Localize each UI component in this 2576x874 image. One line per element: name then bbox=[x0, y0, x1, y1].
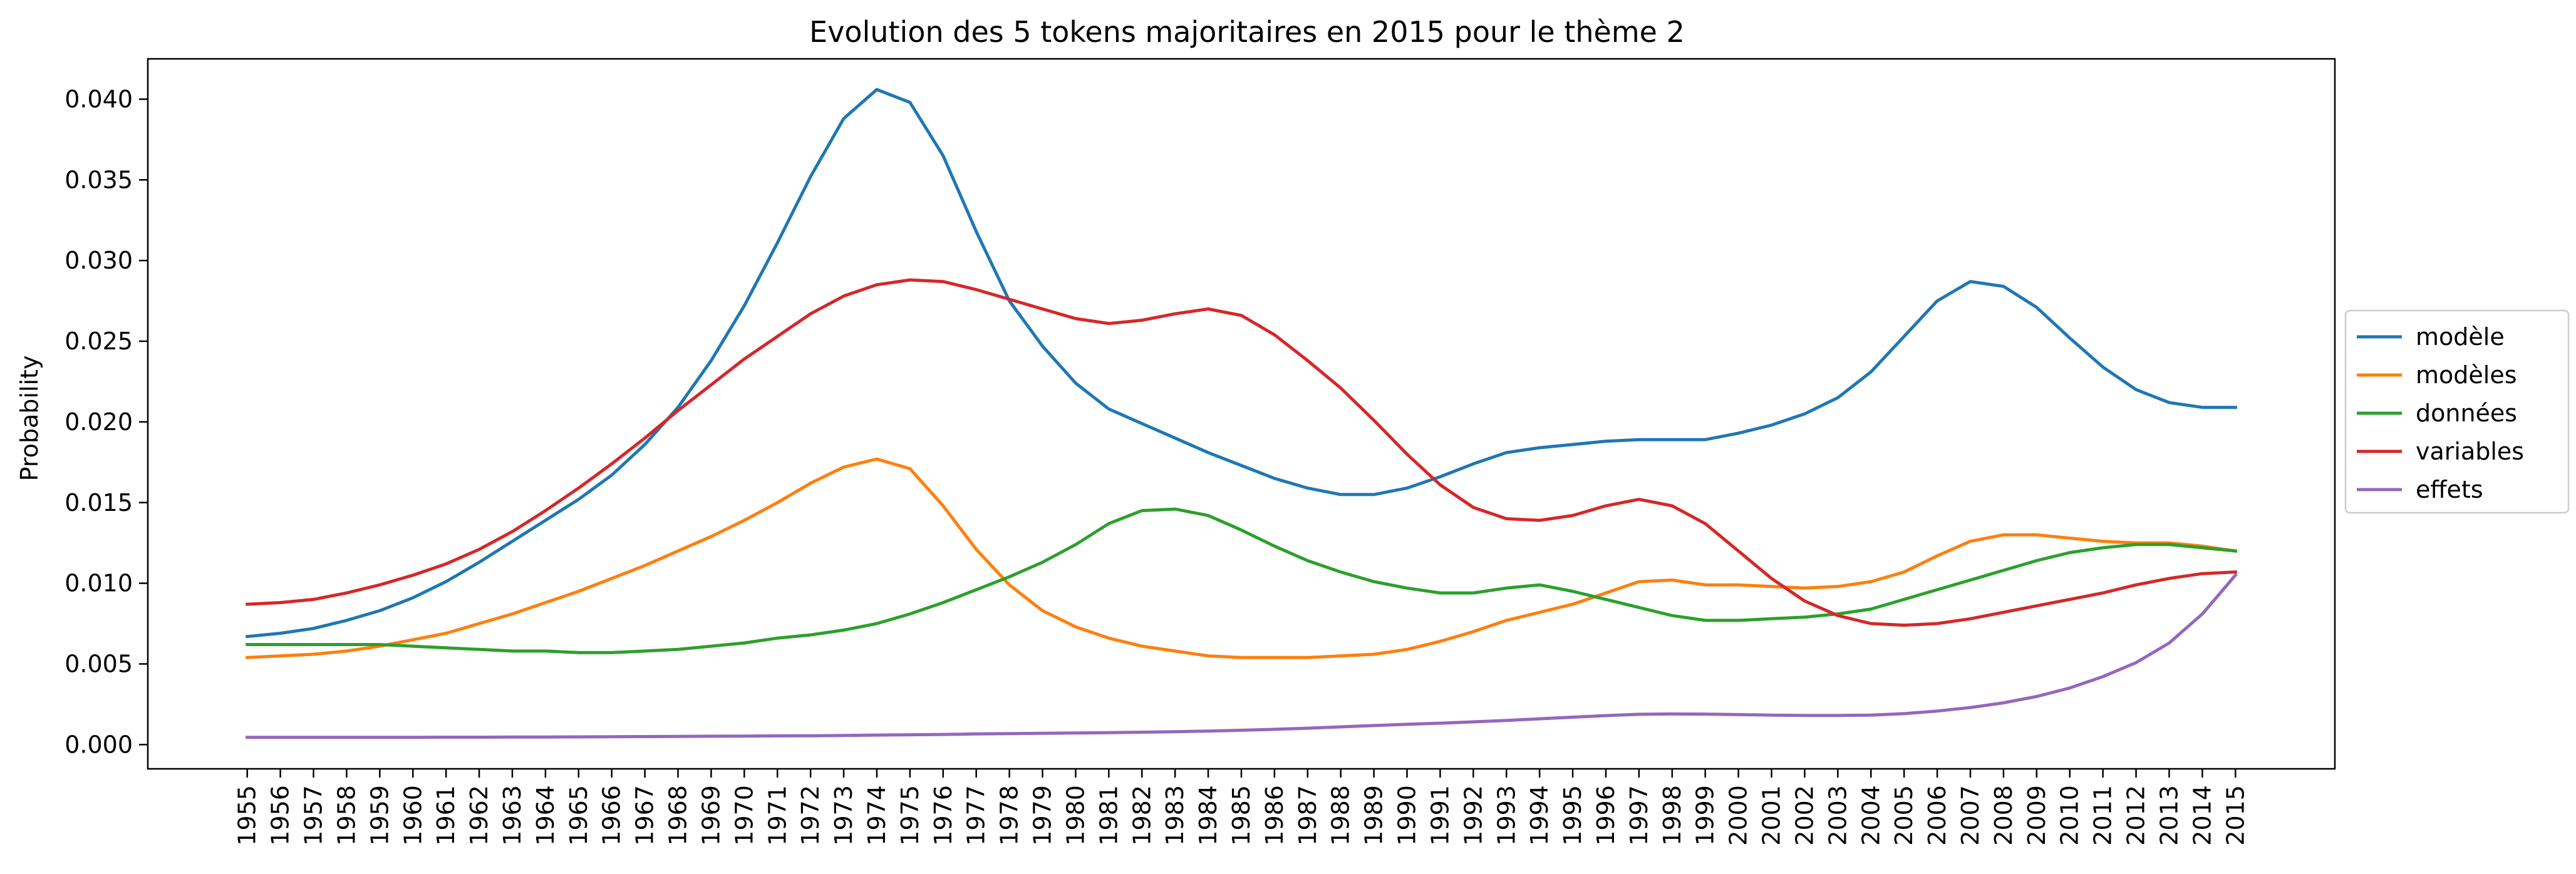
x-tick-label: 2013 bbox=[2156, 785, 2183, 846]
x-tick-label: 1959 bbox=[366, 785, 393, 846]
x-tick-label: 1976 bbox=[929, 785, 957, 846]
x-tick-label: 1990 bbox=[1394, 785, 1421, 846]
x-tick-label: 1979 bbox=[1029, 785, 1057, 846]
x-tick-label: 1973 bbox=[830, 785, 857, 846]
x-tick-label: 1963 bbox=[499, 785, 526, 846]
x-tick-label: 1962 bbox=[465, 785, 493, 846]
x-tick-label: 1984 bbox=[1194, 785, 1222, 846]
y-tick-label: 0.020 bbox=[65, 408, 133, 436]
series-line-2 bbox=[246, 507, 2238, 654]
y-tick-label: 0.005 bbox=[65, 650, 133, 677]
x-tick-label: 1996 bbox=[1592, 785, 1620, 846]
x-tick-label: 2011 bbox=[2089, 785, 2117, 846]
x-tick-label: 1958 bbox=[333, 785, 361, 846]
x-tick-label: 1978 bbox=[996, 785, 1023, 846]
x-tick-label: 1969 bbox=[698, 785, 725, 846]
x-tick-label: 1986 bbox=[1261, 785, 1288, 846]
x-tick-label: 2003 bbox=[1824, 785, 1851, 846]
series-line-3 bbox=[246, 278, 2237, 627]
x-tick-label: 1957 bbox=[300, 785, 328, 846]
y-tick-label: 0.010 bbox=[65, 570, 133, 597]
x-tick-label: 2014 bbox=[2188, 785, 2216, 846]
x-tick-label: 1998 bbox=[1658, 785, 1686, 846]
y-axis-label: Probability bbox=[16, 356, 43, 481]
x-tick-label: 2009 bbox=[2023, 785, 2051, 846]
legend: modèle modèles données variables effets bbox=[2344, 309, 2570, 514]
x-tick-label: 1970 bbox=[730, 785, 758, 846]
x-tick-label: 1967 bbox=[631, 785, 659, 846]
y-tick-label: 0.030 bbox=[65, 247, 133, 274]
y-tick-label: 0.040 bbox=[65, 85, 133, 113]
x-tick-label: 1985 bbox=[1228, 785, 1255, 846]
legend-label-1: modèles bbox=[2416, 361, 2517, 389]
legend-label-0: modèle bbox=[2416, 323, 2505, 351]
y-tick-label: 0.025 bbox=[65, 327, 133, 355]
x-tick-label: 1975 bbox=[896, 785, 924, 846]
x-tick-label: 2005 bbox=[1890, 785, 1918, 846]
x-tick-label: 1988 bbox=[1327, 785, 1355, 846]
x-tick-label: 1993 bbox=[1492, 785, 1520, 846]
x-tick-label: 2000 bbox=[1725, 785, 1752, 846]
plot-area: 0.000 0.005 0.010 0.015 0.020 0.025 0.030 0.035… bbox=[65, 58, 2336, 846]
series-line-0 bbox=[245, 88, 2237, 639]
x-tick-label: 1966 bbox=[598, 785, 626, 846]
x-tick-label: 1992 bbox=[1459, 785, 1487, 846]
x-tick-label: 1995 bbox=[1559, 785, 1586, 846]
x-tick-label: 1994 bbox=[1526, 785, 1553, 846]
x-tick-label: 1955 bbox=[234, 785, 261, 846]
x-tick-label: 1956 bbox=[267, 785, 294, 846]
x-tick-label: 1961 bbox=[432, 785, 460, 846]
y-tick-label: 0.000 bbox=[65, 731, 133, 758]
x-tick-label: 1964 bbox=[532, 785, 559, 846]
x-tick-label: 1974 bbox=[863, 785, 891, 846]
x-tick-label: 1982 bbox=[1128, 785, 1156, 846]
legend-label-4: effets bbox=[2416, 476, 2483, 503]
x-tick-label: 1999 bbox=[1692, 785, 1719, 846]
x-tick-label: 2001 bbox=[1758, 785, 1786, 846]
y-tick-label: 0.035 bbox=[65, 166, 133, 193]
x-tick-label: 1977 bbox=[963, 785, 990, 846]
legend-label-2: données bbox=[2416, 399, 2517, 427]
x-tick-label: 2002 bbox=[1791, 785, 1819, 846]
x-tick-label: 1987 bbox=[1294, 785, 1322, 846]
x-tick-label: 2008 bbox=[1990, 785, 2017, 846]
x-tick-label: 1983 bbox=[1161, 785, 1189, 846]
x-tick-label: 2010 bbox=[2056, 785, 2084, 846]
x-tick-label: 2006 bbox=[1923, 785, 1951, 846]
x-tick-label: 2012 bbox=[2123, 785, 2150, 846]
x-tick-label: 1968 bbox=[665, 785, 692, 846]
x-tick-label: 1981 bbox=[1095, 785, 1122, 846]
legend-label-3: variables bbox=[2416, 438, 2524, 465]
x-tick-label: 1980 bbox=[1062, 785, 1090, 846]
x-tick-label: 1991 bbox=[1427, 785, 1454, 846]
x-tick-label: 1989 bbox=[1360, 785, 1388, 846]
x-tick-label: 1960 bbox=[399, 785, 427, 846]
x-tick-label: 2007 bbox=[1957, 785, 1984, 846]
x-tick-label: 2004 bbox=[1857, 785, 1885, 846]
series-line-4 bbox=[246, 573, 2238, 739]
x-tick-label: 1971 bbox=[763, 785, 791, 846]
y-tick-label: 0.015 bbox=[65, 489, 133, 517]
x-tick-label: 1997 bbox=[1625, 785, 1653, 846]
series-line-1 bbox=[246, 457, 2238, 659]
x-tick-label: 2015 bbox=[2222, 785, 2249, 846]
x-tick-label: 1965 bbox=[565, 785, 592, 846]
legend-box bbox=[2344, 309, 2570, 514]
x-tick-label: 1972 bbox=[797, 785, 824, 846]
chart-title: Evolution des 5 tokens majoritaires en 2… bbox=[809, 15, 1685, 49]
